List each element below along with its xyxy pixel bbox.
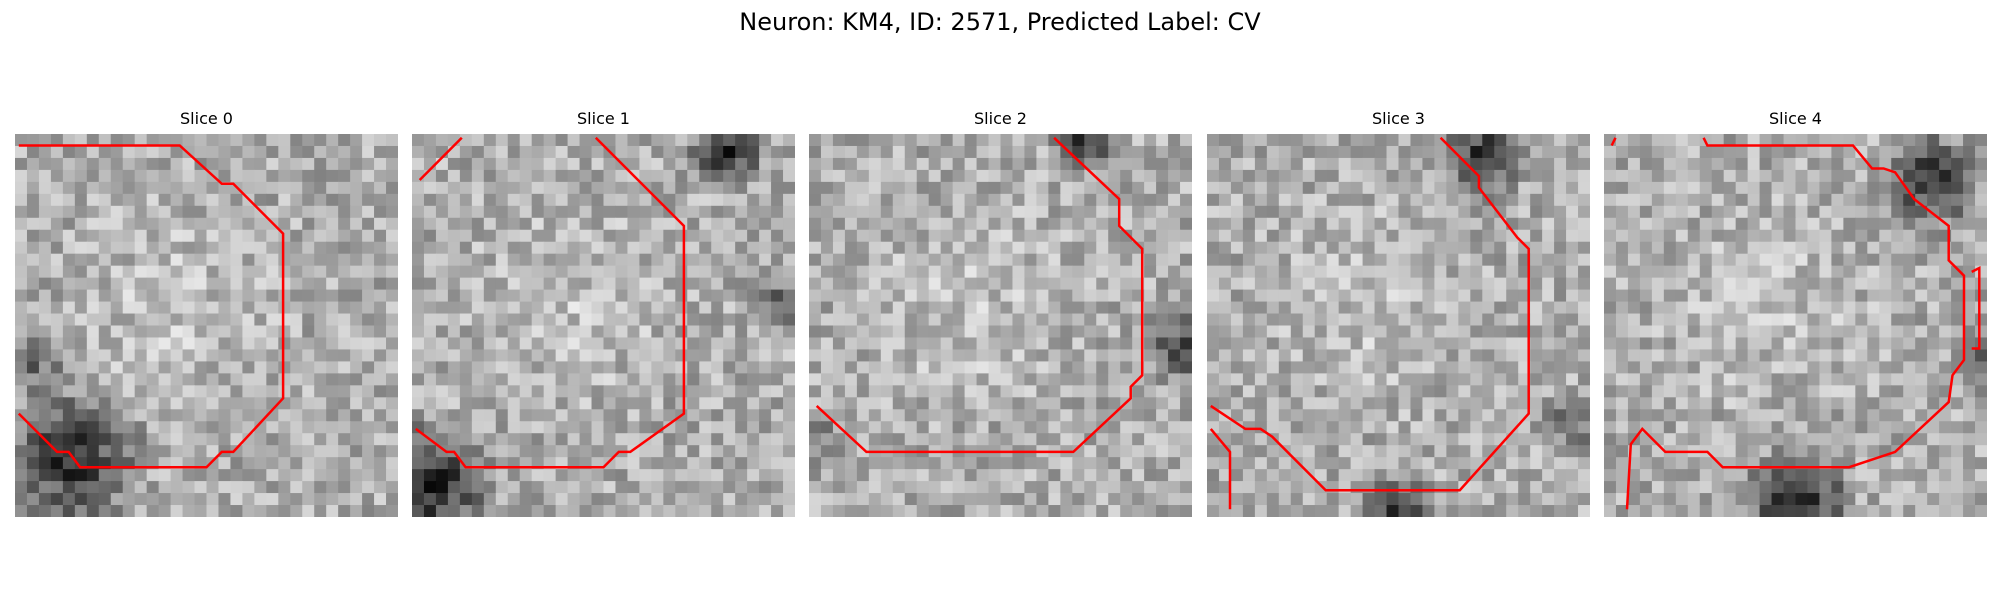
pixel-grid [1207,134,1590,517]
pixel-grid [1604,134,1987,517]
slice-image [15,134,398,517]
slice-panel-4: Slice 4 [1604,108,1987,517]
slice-svg [1207,134,1590,517]
slice-image [1604,134,1987,517]
figure-title: Neuron: KM4, ID: 2571, Predicted Label: … [739,8,1261,36]
contour-line [1625,137,1966,510]
pixel-grid [809,134,1192,517]
contour-line [1971,265,1981,350]
contour-line [415,136,686,469]
slice-panel-0: Slice 0 [15,108,398,517]
slice-title: Slice 1 [577,109,630,128]
slice-image [412,134,795,517]
slice-panel-3: Slice 3 [1207,108,1590,517]
slice-image [1207,134,1590,517]
contour-line [418,136,463,181]
pixel-grid [15,134,398,517]
contour-line [815,136,1144,454]
contour-line [1209,428,1232,510]
slice-panel-1: Slice 1 [412,108,795,517]
slice-svg [15,134,398,517]
slice-panel-2: Slice 2 [809,108,1192,517]
slice-svg [1604,134,1987,517]
contour-line [17,144,285,469]
slice-svg [412,134,795,517]
contour-line [1210,136,1530,492]
slice-title: Slice 3 [1372,109,1425,128]
contour-line [1610,137,1617,147]
pixel-grid [412,134,795,517]
slice-title: Slice 4 [1769,109,1822,128]
slice-title: Slice 2 [974,109,1027,128]
slice-svg [809,134,1192,517]
slice-title: Slice 0 [180,109,233,128]
slice-image [809,134,1192,517]
